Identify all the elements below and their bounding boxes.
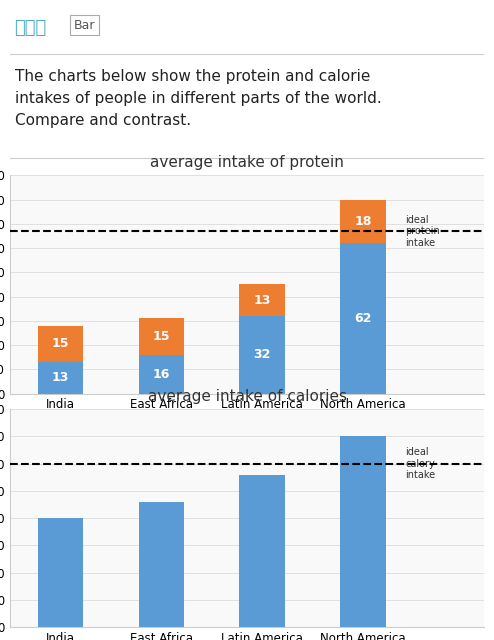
Bar — [38, 518, 83, 627]
Text: 13: 13 — [52, 371, 69, 384]
Bar — [240, 284, 285, 316]
Text: 15: 15 — [51, 337, 69, 350]
Text: 小作文: 小作文 — [15, 19, 47, 36]
Bar — [340, 243, 386, 394]
Text: ideal
protein
intake: ideal protein intake — [406, 214, 440, 248]
Text: ideal
calory
intake: ideal calory intake — [406, 447, 436, 480]
Bar — [340, 436, 386, 627]
Text: 13: 13 — [253, 294, 271, 307]
Text: 15: 15 — [153, 330, 170, 343]
Bar — [138, 355, 184, 394]
Bar — [38, 326, 83, 362]
Title: average intake of protein: average intake of protein — [150, 155, 344, 170]
Bar — [38, 362, 83, 394]
Text: The charts below show the protein and calorie
intakes of people in different par: The charts below show the protein and ca… — [15, 68, 381, 128]
Bar — [138, 502, 184, 627]
Legend: animal protein, other protein: animal protein, other protein — [85, 426, 314, 445]
Text: Bar: Bar — [74, 19, 95, 32]
Bar — [340, 200, 386, 243]
Bar — [240, 474, 285, 627]
Bar — [240, 316, 285, 394]
Bar — [138, 318, 184, 355]
Text: 62: 62 — [354, 312, 371, 325]
Text: 32: 32 — [253, 348, 271, 361]
Title: average intake of calories: average intake of calories — [148, 388, 346, 404]
Text: 18: 18 — [354, 215, 371, 228]
Text: 16: 16 — [153, 367, 170, 381]
